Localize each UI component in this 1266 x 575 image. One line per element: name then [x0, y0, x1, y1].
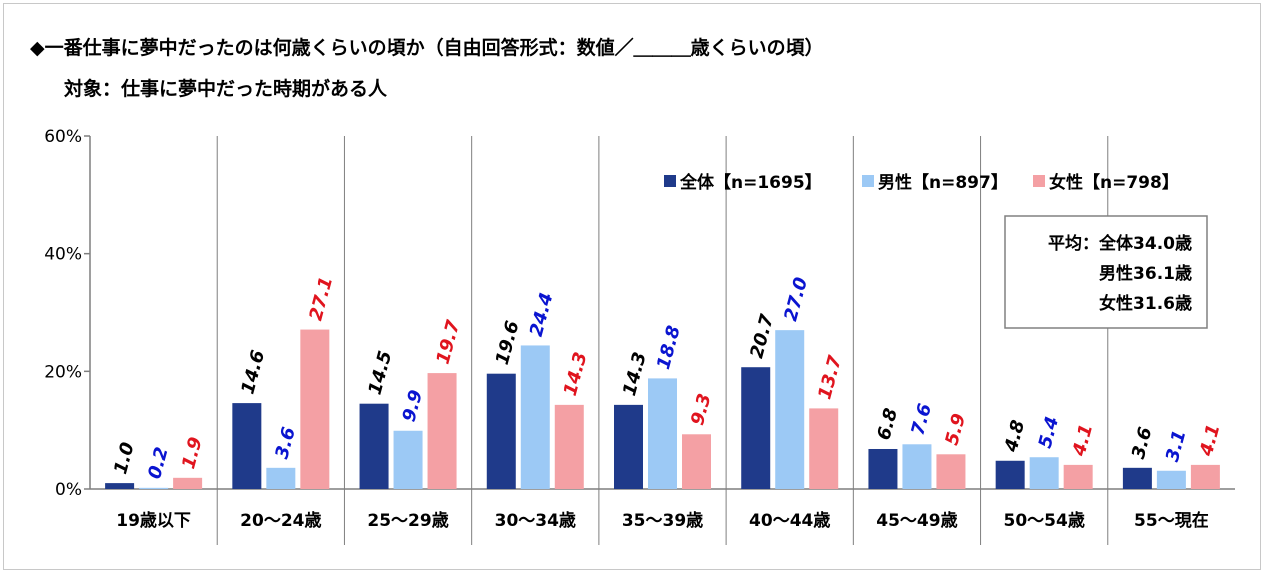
- y-tick-label: 20%: [44, 362, 82, 382]
- bar-total: [359, 403, 389, 489]
- bar-male: [902, 444, 932, 489]
- data-label-total: 14.5: [365, 349, 397, 397]
- data-label-male: 9.9: [399, 388, 428, 424]
- bar-male: [266, 467, 296, 489]
- data-label-male: 0.2: [144, 445, 173, 481]
- bar-total: [614, 404, 643, 489]
- bar-female: [1190, 464, 1220, 489]
- bar-female: [809, 408, 839, 489]
- average-line-female: 女性31.6歳: [1099, 293, 1192, 314]
- data-label-total: 4.8: [1000, 418, 1029, 455]
- y-axis-ticks: 0% 20% 40% 60%: [44, 127, 90, 500]
- bar-female: [554, 404, 584, 489]
- data-label-female: 14.3: [560, 350, 592, 398]
- category-separators: [216, 136, 1109, 545]
- bar-female: [682, 434, 711, 489]
- data-label-male: 7.6: [907, 401, 936, 437]
- bar-male: [648, 378, 677, 489]
- y-tick-label: 40%: [44, 245, 82, 265]
- data-label-female: 19.7: [433, 318, 465, 367]
- average-box-border: [1004, 215, 1208, 329]
- x-tick-label: 30～34歳: [495, 510, 576, 531]
- chart-frame: [3, 3, 1261, 570]
- bars: [105, 329, 1220, 489]
- data-label-total: 1.0: [110, 440, 139, 476]
- data-label-female: 4.1: [1196, 422, 1225, 459]
- x-axis-labels: 19歳以下 20～24歳 25～29歳 30～34歳 35～39歳 40～44歳 45～49…: [116, 510, 1208, 531]
- x-tick-label: 20～24歳: [240, 510, 321, 531]
- data-label-total: 20.7: [746, 312, 778, 361]
- data-label-total: 3.6: [1128, 425, 1157, 461]
- y-tick-label: 60%: [44, 127, 82, 147]
- legend-swatch-total: [664, 175, 676, 187]
- legend-label-total: 全体【n=1695】: [679, 172, 822, 193]
- bar-male: [139, 487, 169, 489]
- average-line-male: 男性36.1歳: [1099, 263, 1192, 284]
- data-label-male: 3.1: [1162, 428, 1191, 464]
- legend-swatch-male: [862, 175, 874, 187]
- data-label-female: 27.1: [305, 275, 337, 323]
- average-box: 平均：全体34.0歳 男性36.1歳 女性31.6歳: [1004, 215, 1208, 329]
- data-label-male: 3.6: [271, 425, 300, 461]
- y-tick-label: 0%: [55, 480, 82, 500]
- data-label-female: 4.1: [1068, 422, 1097, 459]
- bar-male: [1029, 457, 1059, 489]
- bar-total: [1122, 467, 1152, 489]
- x-tick-label: 25～29歳: [367, 510, 448, 531]
- data-label-female: 5.9: [941, 411, 970, 447]
- average-line-total: 平均：全体34.0歳: [1048, 233, 1192, 254]
- data-label-male: 18.8: [653, 323, 685, 371]
- bar-male: [520, 345, 550, 489]
- data-label-male: 27.0: [780, 275, 812, 323]
- data-label-male: 5.4: [1035, 414, 1064, 450]
- bar-total: [486, 373, 516, 489]
- bar-total: [105, 483, 135, 489]
- bar-male: [775, 330, 805, 489]
- data-label-female: 13.7: [814, 353, 846, 402]
- data-label-total: 14.3: [619, 350, 651, 398]
- data-label-female: 1.9: [178, 435, 207, 471]
- chart-title: ◆一番仕事に夢中だったのは何歳くらいの頃か（自由回答形式：数値／＿＿＿歳くらいの…: [30, 37, 824, 59]
- legend: 全体【n=1695】 男性【n=897】 女性【n=798】: [664, 172, 1179, 193]
- x-tick-label: 19歳以下: [116, 510, 191, 531]
- bar-female: [936, 454, 966, 489]
- legend-label-female: 女性【n=798】: [1049, 172, 1179, 193]
- chart-subtitle: 対象：仕事に夢中だった時期がある人: [64, 78, 388, 100]
- legend-label-male: 男性【n=897】: [878, 172, 1008, 193]
- data-label-male: 24.4: [526, 290, 558, 338]
- bar-female: [300, 329, 330, 489]
- data-label-total: 14.6: [237, 348, 269, 396]
- bar-male: [1156, 470, 1186, 489]
- bar-total: [868, 448, 898, 489]
- bar-female: [173, 477, 203, 489]
- data-label-total: 19.6: [492, 319, 524, 367]
- x-tick-label: 40～44歳: [749, 510, 830, 531]
- x-tick-label: 55～現在: [1134, 510, 1209, 531]
- x-tick-label: 35～39歳: [622, 510, 703, 531]
- bar-total: [741, 367, 771, 489]
- bar-female: [1063, 464, 1093, 489]
- data-label-female: 9.3: [687, 391, 716, 427]
- bar-male: [393, 430, 423, 489]
- bar-total: [232, 403, 262, 489]
- bar-female: [427, 373, 457, 489]
- x-tick-label: 45～49歳: [876, 510, 957, 531]
- bar-total: [995, 460, 1025, 489]
- legend-swatch-female: [1033, 175, 1045, 187]
- data-label-total: 6.8: [873, 406, 902, 442]
- x-tick-label: 50～54歳: [1004, 510, 1085, 531]
